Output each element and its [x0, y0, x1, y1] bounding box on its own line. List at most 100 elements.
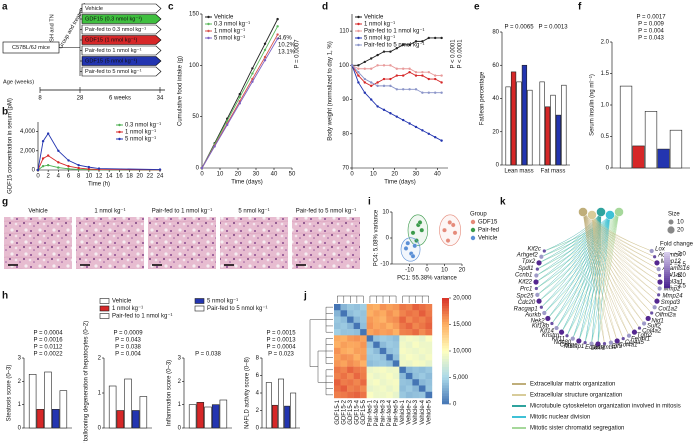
edge	[538, 211, 602, 264]
panel-label: b	[2, 107, 8, 118]
colorbar-cell	[442, 316, 449, 320]
heatmap-cell	[405, 379, 413, 386]
edge	[582, 211, 635, 333]
y-tick-label: 40	[492, 96, 499, 102]
data-point	[427, 132, 430, 135]
heatmap-cell	[412, 354, 420, 361]
gene-label: Tgfb2	[637, 333, 653, 339]
group-box	[81, 35, 162, 45]
heatmap-cell	[366, 372, 374, 380]
data-point	[363, 60, 366, 64]
data-point	[363, 81, 366, 84]
x-axis-label: Time (days)	[231, 180, 262, 186]
p-value: P = 0.043	[638, 36, 664, 42]
y-tick-label: 4,000	[20, 129, 36, 135]
y-tick-label: 1.0	[601, 103, 610, 109]
heatmap-cell	[379, 335, 387, 342]
legend-marker	[207, 22, 210, 26]
data-point	[389, 112, 392, 115]
x-axis-label: PC1: 55.38% variance	[397, 276, 457, 282]
gene-label: Ccnb1	[515, 273, 532, 279]
data-point	[57, 149, 60, 152]
legend-label: Pair-fed to 1 nmol kg⁻¹	[112, 314, 173, 320]
data-point	[447, 220, 453, 225]
pathway-node	[614, 207, 624, 217]
panel-label: k	[500, 197, 506, 208]
legend-marker	[207, 29, 210, 33]
bar	[539, 81, 545, 166]
edge	[591, 214, 635, 333]
heatmap-cell	[405, 341, 413, 349]
heatmap-cell	[418, 322, 426, 330]
data-point	[46, 132, 50, 135]
heatmap-cell	[360, 391, 367, 399]
legend-label: Vehicle	[364, 15, 384, 21]
heatmap-cell	[386, 341, 393, 349]
gene-node	[608, 340, 613, 345]
diagram-label: NASH and TN	[49, 14, 55, 49]
histology-image	[76, 217, 144, 269]
y-tick-label: 110	[339, 29, 349, 35]
heatmap-cell	[379, 379, 387, 386]
heatmap-cell	[340, 316, 348, 323]
heatmap-cell	[399, 372, 407, 380]
bar	[550, 94, 556, 166]
bar	[527, 89, 533, 166]
gene-node	[570, 336, 575, 341]
heatmap-cell	[405, 304, 413, 311]
fold-gradient	[664, 256, 670, 259]
gene-node	[652, 305, 657, 310]
gene-label: Mmp24	[663, 293, 684, 299]
p-value: P = 0.043	[115, 338, 141, 344]
legend-marker	[118, 130, 121, 134]
heatmap-cell	[340, 347, 348, 355]
gene-label: Elf3	[612, 344, 623, 350]
fold-label: −2.5	[674, 262, 687, 268]
y-tick-label: 0	[178, 426, 182, 432]
pathway-node	[587, 210, 597, 220]
heatmap-cell	[366, 366, 374, 374]
legend-label: 5 nmol kg⁻¹	[207, 299, 238, 305]
heatmap-cell	[334, 304, 341, 311]
heatmap-cell	[379, 341, 387, 349]
bar	[265, 382, 272, 429]
panel-label: i	[368, 197, 371, 208]
x-tick-label: 20	[235, 172, 242, 178]
data-point	[276, 33, 279, 36]
fold-gradient	[664, 282, 670, 285]
heatmap-cell	[392, 322, 400, 330]
p-value: P = 0.004	[638, 29, 664, 35]
heatmap-cell	[392, 347, 400, 355]
gene-label: Mmp12	[661, 259, 682, 265]
heatmap-cell	[366, 316, 374, 323]
data-point	[419, 227, 425, 233]
heatmap-cell	[405, 385, 413, 392]
colorbar-cell	[442, 345, 449, 349]
annotation: 10.2%	[278, 43, 296, 49]
heatmap-cell	[366, 379, 374, 386]
heatmap-cell	[353, 354, 361, 361]
heatmap-cell	[392, 372, 400, 380]
heatmap-cell	[360, 379, 367, 386]
data-point	[376, 84, 379, 88]
bar	[510, 71, 517, 166]
colorbar-cell	[442, 327, 449, 331]
data-point	[414, 70, 418, 74]
gene-node	[657, 293, 661, 297]
heatmap-cell	[353, 341, 361, 349]
data-point	[382, 77, 386, 81]
x-tick-label: 0	[36, 174, 40, 180]
heatmap-cell	[425, 372, 433, 380]
gene-label: Smpd3	[661, 300, 681, 306]
bar	[271, 404, 278, 429]
bar	[657, 148, 670, 169]
heatmap-cell	[418, 310, 426, 317]
legend-marker	[470, 235, 476, 241]
edge	[582, 211, 655, 308]
edge	[537, 211, 602, 270]
column-label: Pair-fed-2	[374, 399, 380, 426]
image-label: 1 nmol kg⁻¹	[94, 209, 125, 215]
legend-marker	[207, 15, 210, 19]
heatmap-cell	[392, 341, 400, 349]
y-tick-label: 4	[256, 391, 260, 397]
